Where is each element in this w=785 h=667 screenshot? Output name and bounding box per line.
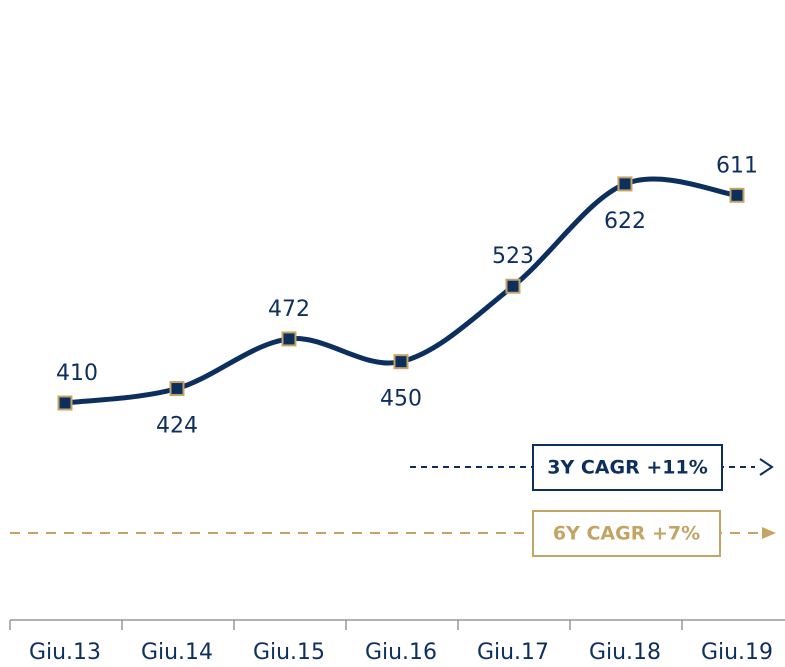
x-tick-label: Giu.13 <box>29 640 101 665</box>
cagr-label: 3Y CAGR +11% <box>547 457 707 479</box>
marker <box>57 395 73 411</box>
x-tick-label: Giu.18 <box>589 640 661 665</box>
marker <box>281 331 297 347</box>
marker <box>617 176 633 192</box>
marker <box>393 354 409 370</box>
x-tick-label: Giu.17 <box>477 640 549 665</box>
cagr-label: 6Y CAGR +7% <box>553 523 700 545</box>
data-label: 611 <box>716 153 758 178</box>
cagr-arrow <box>762 527 776 539</box>
data-label: 523 <box>492 244 534 269</box>
x-tick-label: Giu.14 <box>141 640 213 665</box>
cagr-arrow <box>759 458 774 476</box>
cagr-box <box>532 444 723 491</box>
marker <box>505 278 521 294</box>
x-tick-label: Giu.16 <box>365 640 437 665</box>
cagr-box <box>532 510 721 557</box>
data-label: 410 <box>56 361 98 386</box>
marker <box>729 187 745 203</box>
data-label: 622 <box>604 209 646 234</box>
x-tick-label: Giu.15 <box>253 640 325 665</box>
x-tick-label: Giu.19 <box>701 640 773 665</box>
marker <box>169 381 185 397</box>
data-label: 472 <box>268 297 310 322</box>
data-label: 450 <box>380 387 422 412</box>
data-label: 424 <box>156 414 198 439</box>
